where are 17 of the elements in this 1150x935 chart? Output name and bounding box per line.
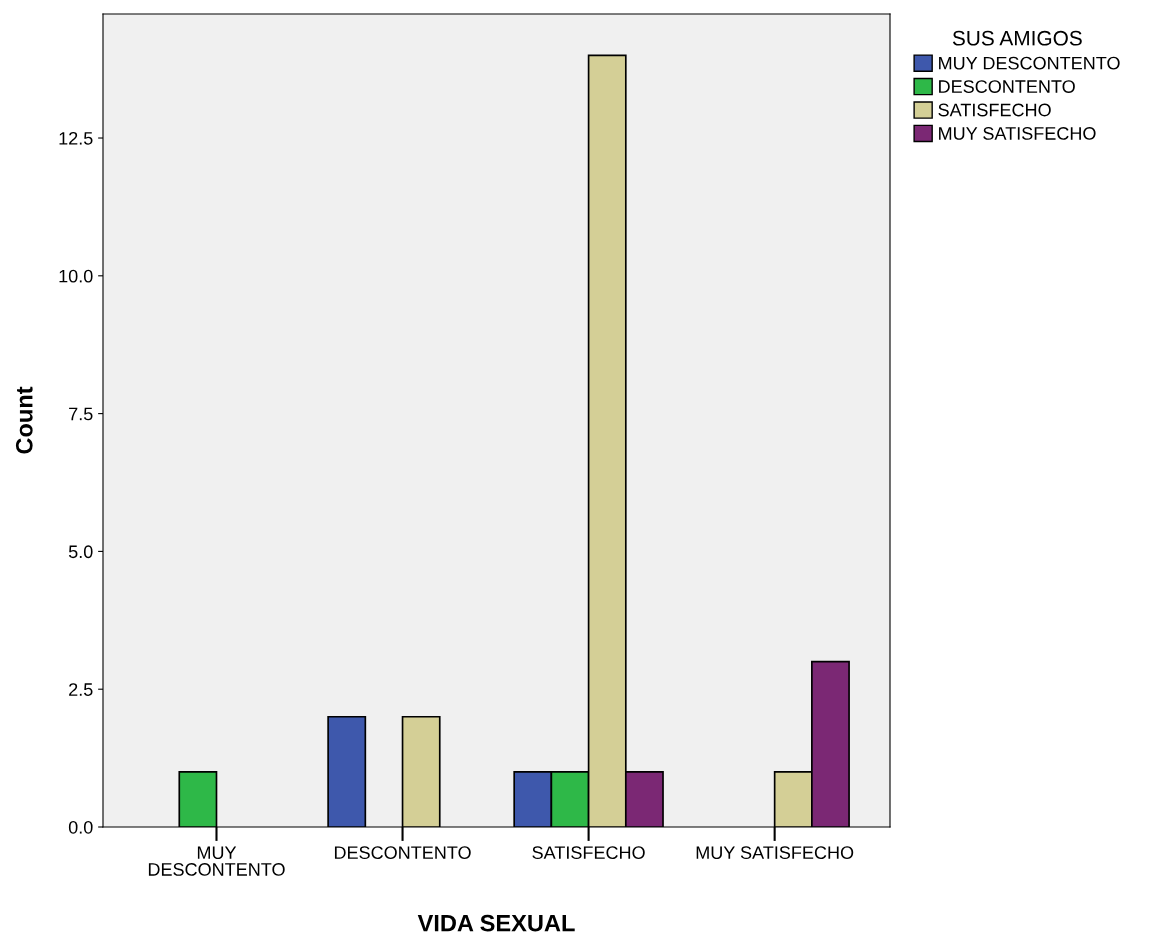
legend-label: SATISFECHO [938, 103, 1051, 117]
y-tick-label: 10.0 [59, 269, 93, 283]
x-tick-label: MUY SATISFECHO [696, 846, 854, 860]
y-axis-title: Count [15, 386, 33, 454]
x-tick-label: DESCONTENTO [334, 846, 471, 860]
legend-label: MUY SATISFECHO [939, 127, 1096, 140]
legend-title: SUS AMIGOS [952, 30, 1082, 46]
y-tick-label: 5.0 [68, 545, 93, 559]
y-tick-label: 2.5 [69, 683, 93, 696]
y-tick-label: 7.5 [69, 407, 93, 421]
x-axis-title: VIDA SEXUAL [417, 914, 575, 932]
y-tick-label: 12.5 [59, 131, 93, 145]
y-tick-label: 0.0 [68, 820, 93, 834]
legend-label: DESCONTENTO [939, 80, 1075, 93]
x-tick-label: MUY DESCONTENTO [148, 846, 285, 876]
x-tick-label: SATISFECHO [532, 846, 645, 860]
legend-label: MUY DESCONTENTO [939, 56, 1120, 70]
